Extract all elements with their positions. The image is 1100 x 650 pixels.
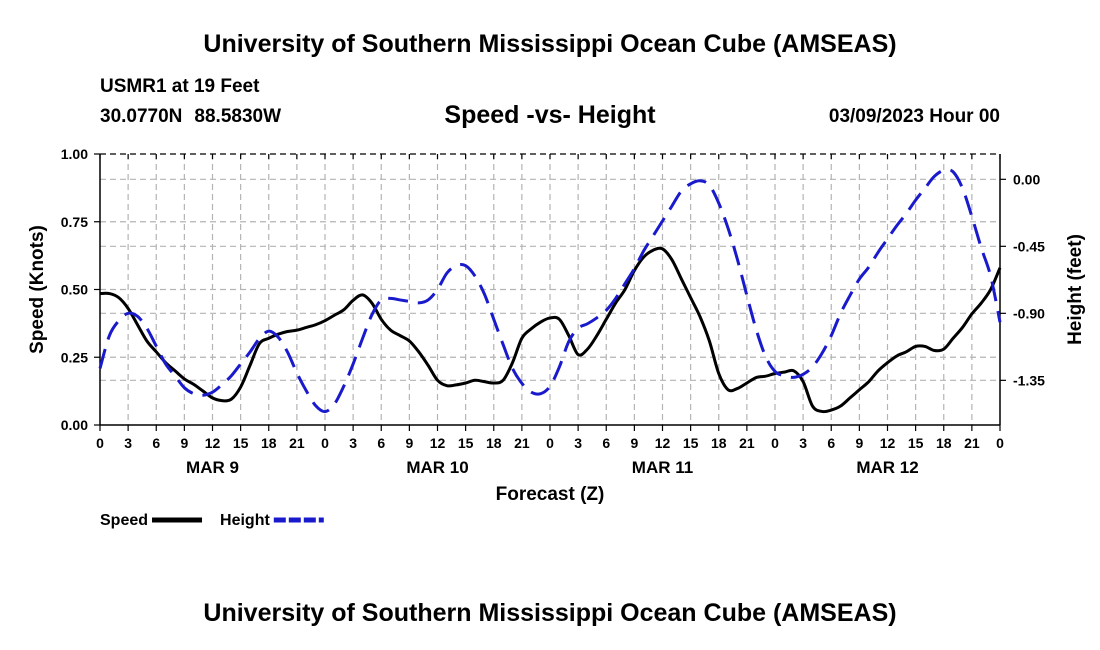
legend-label: Height	[220, 512, 270, 529]
x-tick-label: 21	[739, 435, 755, 451]
y2-axis-label: Height (feet)	[1065, 234, 1086, 345]
forecast-date: 03/09/2023 Hour 00	[828, 106, 1000, 127]
x-tick-label: 18	[711, 435, 727, 451]
x-tick-label: 6	[377, 435, 385, 451]
station-coordinates: 30.0770N 88.5830W	[100, 106, 293, 128]
x-tick-label: 3	[349, 435, 357, 451]
y-tick-label: 1.00	[61, 146, 88, 162]
y-tick-label: 0.75	[61, 214, 88, 230]
page-title: University of Southern Mississippi Ocean…	[203, 30, 897, 58]
y-axis-label: Speed (Knots)	[27, 225, 48, 354]
chart-subtitle: Speed -vs- Height	[444, 101, 656, 129]
x-day-label: MAR 12	[856, 458, 918, 477]
x-tick-label: 15	[233, 435, 249, 451]
x-tick-label: 12	[655, 435, 671, 451]
x-tick-label: 0	[321, 435, 329, 451]
series-line-height	[98, 168, 1002, 414]
x-tick-label: 6	[152, 435, 160, 451]
x-day-label: MAR 10	[406, 458, 468, 477]
x-tick-label: 0	[96, 435, 104, 451]
x-tick-label: 0	[771, 435, 779, 451]
x-tick-label: 3	[799, 435, 807, 451]
y-tick-label: 0.25	[61, 349, 88, 365]
x-axis-label: Forecast (Z)	[496, 484, 605, 505]
x-tick-label: 0	[996, 435, 1004, 451]
x-tick-label: 21	[514, 435, 530, 451]
legend-label: Speed	[100, 512, 148, 529]
x-tick-label: 9	[405, 435, 413, 451]
station-label: USMR1 at 19 Feet	[100, 76, 260, 97]
x-tick-label: 15	[908, 435, 924, 451]
x-tick-label: 15	[458, 435, 474, 451]
footer-title: University of Southern Mississippi Ocean…	[203, 599, 897, 627]
x-tick-label: 21	[289, 435, 305, 451]
x-tick-label: 0	[546, 435, 554, 451]
y2-tick-label: -0.45	[1013, 238, 1045, 254]
y2-tick-label: -0.90	[1013, 305, 1045, 321]
y2-tick-label: 0.00	[1013, 171, 1040, 187]
x-tick-label: 9	[630, 435, 638, 451]
x-tick-label: 18	[261, 435, 277, 451]
x-tick-label: 3	[124, 435, 132, 451]
x-tick-label: 9	[180, 435, 188, 451]
series-line-speed	[99, 246, 1002, 414]
x-tick-label: 12	[430, 435, 446, 451]
x-tick-label: 21	[964, 435, 980, 451]
x-tick-label: 3	[574, 435, 582, 451]
y-tick-label: 0.00	[61, 417, 88, 433]
x-tick-label: 6	[602, 435, 610, 451]
x-day-label: MAR 11	[632, 458, 693, 477]
x-tick-label: 9	[855, 435, 863, 451]
x-tick-label: 12	[880, 435, 896, 451]
x-tick-label: 18	[936, 435, 952, 451]
y2-tick-label: -1.35	[1013, 372, 1045, 388]
x-tick-label: 15	[683, 435, 699, 451]
x-tick-label: 18	[486, 435, 502, 451]
x-tick-label: 12	[205, 435, 221, 451]
longitude-label: 88.5830W	[194, 106, 282, 127]
x-tick-label: 6	[827, 435, 835, 451]
y-tick-label: 0.50	[61, 282, 88, 298]
x-day-label: MAR 9	[186, 458, 239, 477]
latitude-label: 30.0770N	[100, 106, 183, 127]
